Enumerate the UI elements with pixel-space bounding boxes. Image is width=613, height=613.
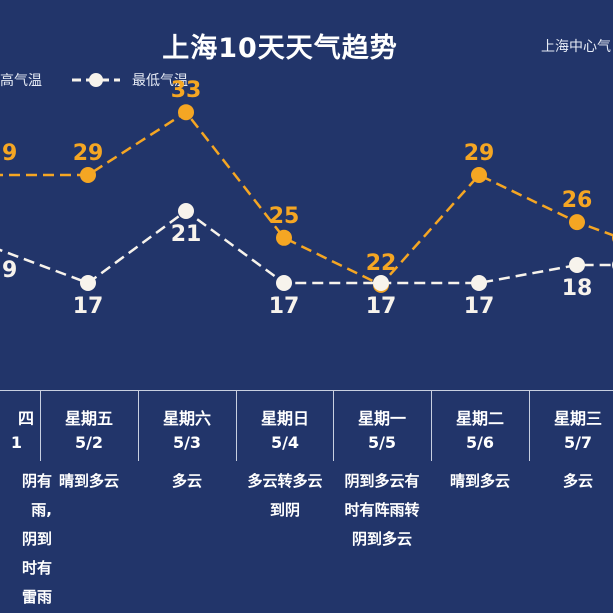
column-separator (529, 391, 530, 461)
series-line-1 (0, 209, 613, 285)
legend-swatch-low (72, 73, 120, 87)
data-label-0-4: 22 (366, 251, 397, 276)
data-point-1-5 (471, 275, 487, 291)
data-point-1-2 (178, 203, 194, 219)
data-label-1-5: 17 (464, 294, 495, 319)
date-label: 1 (10, 433, 22, 452)
data-point-1-6 (569, 257, 585, 273)
column-separator (431, 391, 432, 461)
day-column: 四 1 阴有 雨, 阴到 时有 雷雨 (0, 391, 58, 613)
data-label-1-4: 17 (366, 294, 397, 319)
day-column: 星期三 5/7 多云 (529, 391, 613, 613)
column-separator (333, 391, 334, 461)
data-label-0-1: 29 (73, 141, 104, 166)
line-chart: 9 29 33 25 22 29 26 9 17 21 17 17 17 18 (0, 78, 613, 319)
weather-description: 阴到多云有 时有阵雨转 阴到多云 (344, 472, 420, 548)
legend-label-high: 高气温 (0, 73, 42, 89)
date-label: 5/4 (270, 433, 300, 452)
weather-description: 晴到多云 (449, 472, 510, 490)
data-point-1-4 (373, 275, 389, 291)
date-label: 5/3 (172, 433, 202, 452)
weather-description: 晴到多云 (58, 472, 119, 490)
table-divider (0, 390, 613, 391)
forecast-table: 四 1 阴有 雨, 阴到 时有 雷雨 星期五 5/2 晴到多云 星期六 5/3 多云 星期日 5/4… (0, 391, 613, 613)
day-column: 星期二 5/6 晴到多云 (431, 391, 529, 613)
legend-item-high: 高气温 (0, 68, 42, 92)
weekday-label: 四 (17, 409, 34, 428)
data-label-1-2: 21 (171, 222, 202, 247)
data-point-0-2 (178, 104, 194, 121)
weekday-label: 星期三 (553, 409, 602, 428)
legend: 高气温 最低气温 (0, 68, 613, 92)
data-point-0-3 (276, 229, 292, 246)
data-point-0-1 (80, 167, 96, 183)
column-separator (236, 391, 237, 461)
data-label-1-6: 18 (562, 276, 593, 301)
date-label: 5/2 (74, 433, 104, 452)
data-label-1-0: 9 (2, 258, 17, 283)
date-label: 5/5 (367, 433, 397, 452)
data-label-1-1: 17 (73, 294, 104, 319)
data-label-0-5: 29 (464, 141, 495, 166)
day-column: 星期五 5/2 晴到多云 (40, 391, 138, 613)
data-point-0-5 (471, 167, 487, 183)
weather-description: 多云转多云 到阴 (247, 472, 323, 519)
weather-description: 阴有 雨, 阴到 时有 雷雨 (21, 472, 52, 606)
data-label-0-3: 25 (269, 204, 300, 229)
date-label: 5/6 (465, 433, 495, 452)
data-point-1-1 (80, 275, 96, 291)
data-label-0-0: 9 (2, 141, 17, 166)
legend-item-low: 最低气温 (70, 68, 188, 92)
chart-title: 上海10天天气趋势 (162, 33, 398, 64)
series-line-0 (0, 110, 613, 287)
data-label-0-2: 33 (171, 78, 202, 103)
day-column: 星期六 5/3 多云 (138, 391, 236, 613)
legend-label-low: 最低气温 (132, 73, 188, 89)
data-point-1-3 (276, 275, 292, 291)
data-label-1-3: 17 (269, 294, 300, 319)
source-label: 上海中心气 (541, 39, 611, 55)
data-point-0-6 (569, 214, 585, 231)
column-separator (40, 391, 41, 461)
date-label: 5/7 (563, 433, 593, 452)
column-separator (138, 391, 139, 461)
data-label-0-6: 26 (562, 188, 593, 213)
weekday-label: 星期日 (260, 409, 309, 428)
weekday-label: 星期六 (162, 409, 211, 428)
weekday-label: 星期二 (455, 409, 504, 428)
day-column: 星期日 5/4 多云转多云 到阴 (236, 391, 334, 613)
weather-description: 多云 (562, 472, 593, 490)
weekday-label: 星期一 (357, 409, 406, 428)
weekday-label: 星期五 (64, 409, 113, 428)
day-column: 星期一 5/5 阴到多云有 时有阵雨转 阴到多云 (333, 391, 431, 613)
weather-description: 多云 (171, 472, 202, 490)
